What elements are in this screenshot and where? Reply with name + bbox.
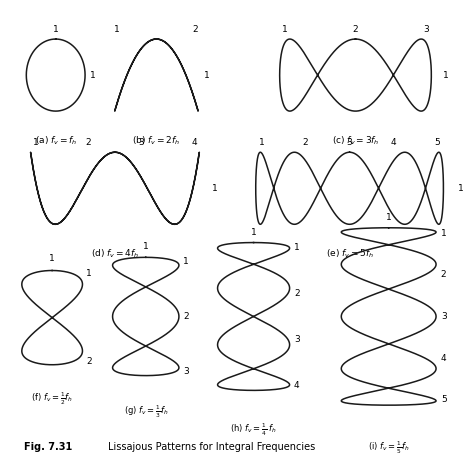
Text: 2: 2 <box>441 270 447 280</box>
Text: 3: 3 <box>346 138 353 147</box>
Text: 5: 5 <box>435 138 440 147</box>
Text: 1: 1 <box>204 71 210 79</box>
Text: 1: 1 <box>457 184 463 193</box>
Text: 1: 1 <box>282 24 287 34</box>
Text: (i) $f_v = \frac{1}{5}f_h$: (i) $f_v = \frac{1}{5}f_h$ <box>368 439 410 456</box>
Text: 1: 1 <box>90 71 95 79</box>
Text: (a) $f_v = f_h$: (a) $f_v = f_h$ <box>35 134 77 147</box>
Text: Fig. 7.31: Fig. 7.31 <box>24 442 72 452</box>
Text: 1: 1 <box>49 255 55 263</box>
Text: 2: 2 <box>86 357 92 366</box>
Text: 4: 4 <box>391 138 396 147</box>
Text: 1: 1 <box>441 229 447 238</box>
Text: 1: 1 <box>53 24 59 34</box>
Text: (f) $f_v = \frac{1}{2} f_h$: (f) $f_v = \frac{1}{2} f_h$ <box>31 391 73 407</box>
Text: 2: 2 <box>303 138 309 147</box>
Text: 1: 1 <box>183 256 189 266</box>
Text: (b) $f_v = 2f_h$: (b) $f_v = 2f_h$ <box>132 134 181 147</box>
Text: (d) $f_v = 4f_h$: (d) $f_v = 4f_h$ <box>91 248 139 260</box>
Text: 1: 1 <box>443 71 448 79</box>
Text: (e) $f_v = 5f_h$: (e) $f_v = 5f_h$ <box>326 248 374 260</box>
Text: 4: 4 <box>441 353 447 363</box>
Text: 1: 1 <box>33 138 39 147</box>
Text: 3: 3 <box>441 312 447 321</box>
Text: 1: 1 <box>294 243 300 252</box>
Text: 4: 4 <box>294 381 300 390</box>
Text: 1: 1 <box>386 213 392 222</box>
Text: (g) $f_v = \frac{1}{3} f_h$: (g) $f_v = \frac{1}{3} f_h$ <box>124 404 168 420</box>
Text: 2: 2 <box>294 289 300 298</box>
Text: 4: 4 <box>191 138 197 147</box>
Text: (h) $f_v = \frac{1}{4}\ f_h$: (h) $f_v = \frac{1}{4}\ f_h$ <box>230 422 277 438</box>
Text: 3: 3 <box>424 24 429 34</box>
Text: 1: 1 <box>251 228 256 237</box>
Text: 2: 2 <box>183 312 189 321</box>
Text: 2: 2 <box>353 24 358 34</box>
Text: (c) $f_v = 3f_h$: (c) $f_v = 3f_h$ <box>332 134 379 147</box>
Text: 5: 5 <box>441 395 447 404</box>
Text: Lissajous Patterns for Integral Frequencies: Lissajous Patterns for Integral Frequenc… <box>108 442 315 452</box>
Text: 3: 3 <box>183 367 189 377</box>
Text: 2: 2 <box>86 138 91 147</box>
Text: 1: 1 <box>143 243 149 251</box>
Text: 3: 3 <box>138 138 144 147</box>
Text: 1: 1 <box>212 184 218 193</box>
Text: 3: 3 <box>294 335 300 344</box>
Text: 1: 1 <box>86 269 92 278</box>
Text: 1: 1 <box>114 24 120 34</box>
Text: 1: 1 <box>259 138 264 147</box>
Text: 2: 2 <box>193 24 198 34</box>
